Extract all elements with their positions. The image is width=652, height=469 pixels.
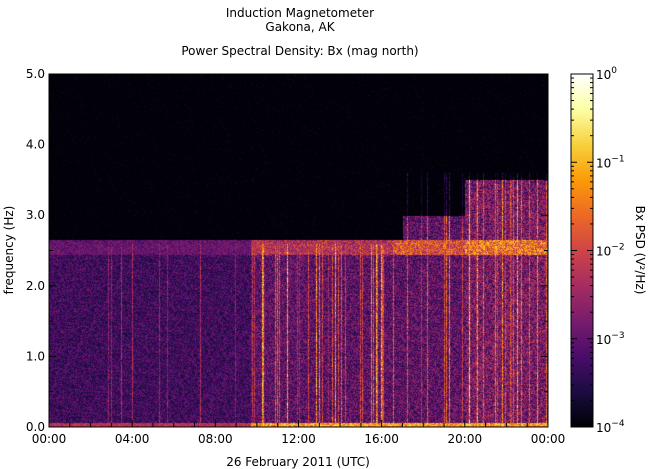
chart-title-line-2: Gakona, AK	[265, 20, 335, 34]
spectrogram-canvas	[49, 74, 548, 427]
chart-title-line-1: Induction Magnetometer	[226, 6, 374, 20]
y-tick-label: 3.0	[26, 208, 45, 222]
x-tick-label: 00:00	[32, 432, 67, 446]
colorbar-tick-label: 10−3	[596, 331, 625, 347]
x-axis: 00:00 04:00 08:00 12:00 16:00 20:00 00:00	[32, 74, 566, 446]
spectrogram-area	[49, 74, 548, 427]
x-tick-label: 08:00	[198, 432, 233, 446]
y-tick-label: 5.0	[26, 67, 45, 81]
y-tick-label: 4.0	[26, 138, 45, 152]
y-tick-label: 1.0	[26, 349, 45, 363]
plot-frame	[48, 73, 549, 428]
y-tick-label: 0.0	[26, 420, 45, 434]
x-axis-label: 26 February 2011 (UTC)	[226, 455, 370, 469]
colorbar-tick-label: 10−1	[596, 154, 625, 170]
x-tick-label: 12:00	[281, 432, 316, 446]
y-axis-label: frequency (Hz)	[2, 206, 16, 295]
colorbar-tick-label: 10−2	[596, 243, 625, 259]
chart-subtitle: Power Spectral Density: Bx (mag north)	[181, 44, 418, 58]
x-tick-label: 20:00	[448, 432, 483, 446]
x-tick-label: 16:00	[364, 432, 399, 446]
y-tick-label: 2.0	[26, 279, 45, 293]
colorbar-tick-label: 100	[596, 66, 617, 82]
x-tick-label: 04:00	[115, 432, 150, 446]
x-tick-label: 00:00	[531, 432, 566, 446]
colorbar-tick-label: 10−4	[596, 419, 625, 435]
colorbar-label: Bx PSD (V²/Hz)	[633, 206, 647, 295]
